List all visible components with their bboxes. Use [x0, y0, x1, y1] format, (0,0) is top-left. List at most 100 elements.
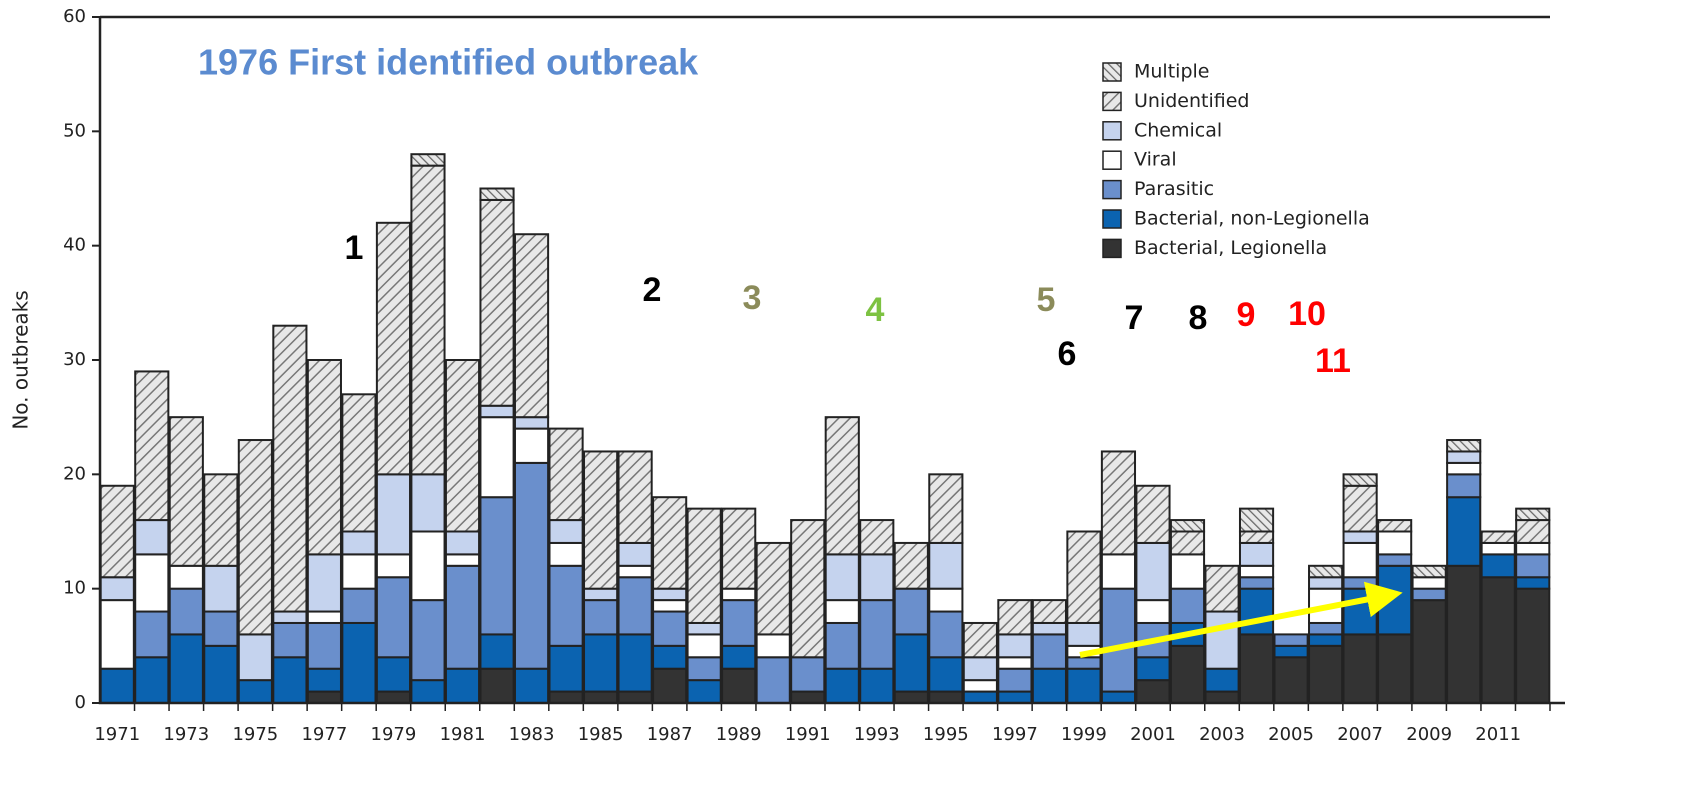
x-tick-label: 1991: [785, 724, 831, 745]
bar-segment: [168, 587, 204, 636]
bar-segment: [410, 599, 446, 682]
bar-segment: [1031, 667, 1067, 705]
bar-segment: [1446, 473, 1482, 499]
bar-segment: [1169, 519, 1206, 533]
x-tick-label: 1975: [232, 724, 278, 745]
bar-segment: [721, 587, 757, 602]
bar-segment: [375, 690, 412, 704]
bar-segment: [1480, 576, 1516, 705]
bar-segment: [306, 621, 342, 670]
bar-segment: [1480, 541, 1516, 556]
bar-segment: [99, 484, 135, 579]
x-tick-label: 1997: [992, 724, 1038, 745]
bar-segment: [134, 519, 170, 556]
legend-swatch: [1102, 238, 1122, 259]
bar-segment: [513, 427, 550, 464]
bar-segment: [1031, 599, 1067, 624]
legend-label: Multiple: [1134, 61, 1209, 83]
bar-segment: [928, 690, 964, 704]
bar-segment: [928, 541, 964, 590]
annotation: 9: [1237, 296, 1256, 334]
bar-segment: [168, 416, 204, 567]
bar-segment: [1308, 644, 1344, 704]
bar-segment: [928, 610, 964, 659]
bar-segment: [479, 633, 515, 670]
annotation: 6: [1058, 335, 1077, 373]
bar-segment: [341, 553, 377, 590]
bar-segment: [1066, 530, 1102, 624]
bar-segment: [1446, 461, 1482, 476]
bar-segment: [1238, 633, 1275, 705]
bar-segment: [1204, 610, 1240, 670]
bar-segment: [1342, 576, 1378, 590]
bar-segment: [652, 610, 688, 647]
bar-segment: [755, 633, 791, 659]
bar-segment: [1411, 564, 1447, 579]
x-tick-label: 1995: [923, 724, 969, 745]
annotation: 1: [345, 229, 364, 267]
y-tick-label: 30: [63, 349, 86, 370]
bar-segment: [1100, 553, 1137, 590]
bar-segment: [1377, 530, 1413, 556]
bar-segment: [790, 519, 826, 659]
bar-segment: [962, 621, 998, 659]
bar-segment: [686, 656, 722, 682]
bar-segment: [444, 359, 481, 533]
bar-segment: [1308, 564, 1344, 579]
bar-segment: [237, 633, 273, 682]
x-tick-label: 1999: [1061, 724, 1107, 745]
bar-segment: [997, 633, 1033, 659]
bar-segment: [444, 553, 481, 567]
bar-segment: [1204, 564, 1240, 613]
bar-segment: [134, 553, 170, 613]
y-tick-label: 60: [63, 6, 86, 27]
bar-segment: [272, 324, 308, 613]
bar-segment: [410, 164, 446, 476]
x-tick-label: 1993: [854, 724, 900, 745]
x-tick-label: 1987: [647, 724, 693, 745]
bar-segment: [928, 656, 964, 693]
y-tick-label: 20: [63, 463, 86, 484]
bar-segment: [1238, 564, 1275, 579]
bar-segment: [721, 667, 757, 705]
y-axis-label: No. outbreaks: [9, 290, 33, 429]
x-tick-label: 1985: [578, 724, 624, 745]
bar-segment: [1515, 576, 1551, 590]
trend-arrow: [1079, 581, 1403, 658]
annotation: 4: [866, 291, 885, 329]
bar-segment: [617, 450, 653, 544]
bar-segment: [341, 530, 377, 556]
bar-segment: [652, 599, 688, 613]
bar-segment: [1169, 587, 1206, 624]
bar-segment: [824, 667, 860, 705]
bar-segment: [341, 587, 377, 624]
bar-segment: [893, 633, 929, 693]
bar-segment: [686, 633, 722, 659]
bar-segment: [134, 610, 170, 659]
bar-segment: [479, 496, 515, 636]
bar-segment: [1446, 439, 1482, 453]
bar-segment: [444, 667, 481, 705]
bar-segment: [410, 530, 446, 602]
bar-segment: [721, 507, 757, 590]
y-tick-label: 0: [75, 692, 86, 713]
bar-segment: [962, 679, 998, 693]
bar-segment: [1204, 667, 1240, 693]
bar-segment: [893, 541, 929, 590]
bar-segment: [410, 679, 446, 705]
bar-segment: [1308, 621, 1344, 636]
bar-segment: [1342, 484, 1378, 533]
bar-segment: [99, 576, 135, 602]
bar-segment: [1515, 519, 1551, 544]
bar-segment: [168, 633, 204, 705]
bar-segment: [859, 667, 895, 705]
axis-frame: [98, 15, 1565, 705]
bar-segment: [272, 610, 308, 624]
bar-segment: [652, 496, 688, 590]
bar-segment: [479, 198, 515, 407]
bar-segment: [479, 187, 515, 201]
bar-segment: [859, 599, 895, 670]
bar-segment: [306, 610, 342, 624]
bar-segment: [444, 564, 481, 670]
